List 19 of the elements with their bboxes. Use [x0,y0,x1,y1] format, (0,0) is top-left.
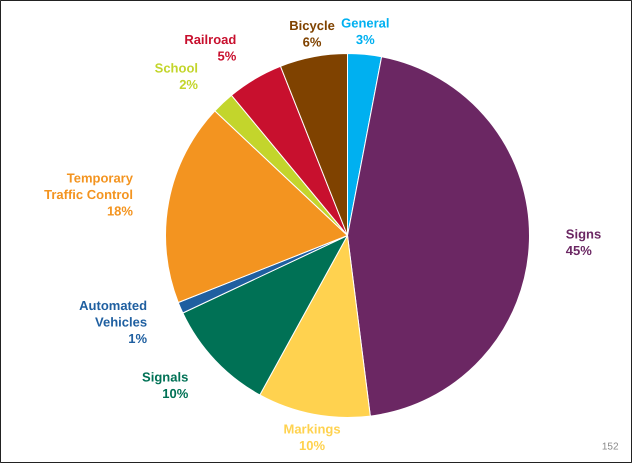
data-label: 3% [356,32,376,48]
slice-label: Temporary Traffic Control [44,170,134,202]
slice-label: General [341,16,390,31]
data-label: 1% [128,331,148,346]
data-label: 2% [179,77,198,92]
data-label: 45% [566,243,592,258]
data-label: 6% [302,34,322,50]
data-label: 5% [218,48,237,64]
slice-label: Railroad [184,32,236,47]
slice-label: Signals [142,369,188,384]
slice-label: Signs [566,226,602,242]
data-label: 18% [106,204,134,219]
data-label: 10% [299,438,326,453]
slice-label: Markings [283,421,341,436]
slice-label: Automated Vehicles [79,298,148,330]
text: 152 [602,442,619,452]
slice-label: School [154,60,198,76]
data-label: 10% [162,386,189,401]
slice-label: Bicycle [289,18,335,34]
